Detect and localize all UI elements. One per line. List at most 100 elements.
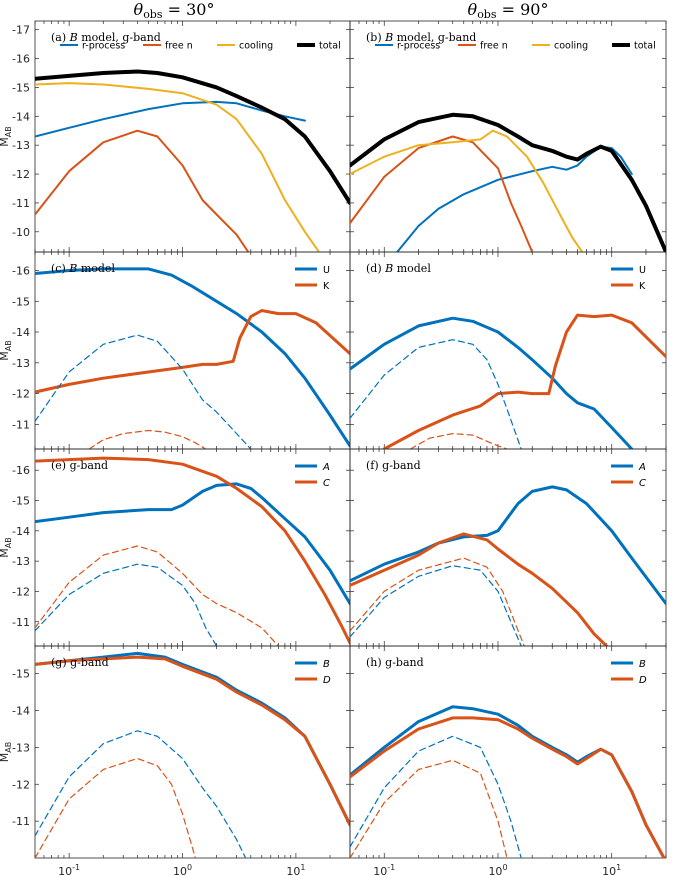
series-line-k-dashed: [88, 429, 207, 449]
axes-frame-d: [349, 251, 667, 450]
axes-frame-h: [349, 645, 667, 859]
x-tick-label: 10-1: [373, 863, 395, 875]
panel-label-e: (e) g-band: [51, 459, 108, 472]
panel-label-b: (b) B model, g-band: [366, 31, 476, 44]
y-axis-label: MAB: [0, 340, 13, 360]
series-line-a-dashed: [350, 565, 522, 646]
series-line-cooling: [35, 82, 320, 252]
series-line-total: [35, 69, 350, 205]
column-title-2: θobs = 90°: [468, 0, 549, 21]
series-group-b: [350, 112, 666, 252]
legend-a: r-process free n cooling total: [60, 41, 341, 52]
series-group-h: [350, 705, 666, 858]
y-tick-label: -13: [12, 555, 30, 568]
x-tick-label: 10-1: [58, 863, 80, 875]
y-axis-b: [350, 29, 666, 233]
x-ticks-b: [349, 21, 667, 252]
legend-e: AC: [295, 462, 330, 489]
series-line-a: [350, 485, 666, 606]
axes-frame-e: [34, 448, 351, 647]
series-line-free-n: [35, 129, 250, 252]
legend-label: U: [639, 265, 646, 276]
legend-label: r-process: [82, 41, 125, 52]
y-tick-label: -12: [12, 168, 30, 181]
y-tick-label: -16: [12, 464, 30, 477]
legend-b: r-process free n cooling total: [375, 41, 656, 52]
series-line-u-dashed: [350, 339, 522, 449]
legend-h: BD: [611, 659, 647, 686]
series-line-d: [35, 655, 350, 827]
panel-g: -15 -14 -13 -12 -11 (g) g-band BD MAB 10-1 100 101…: [0, 645, 351, 875]
legend-label: A: [322, 462, 330, 473]
legend-label: free n: [480, 41, 508, 52]
panel-a: -17 -16 -15 -14 -13 -12 -11 -10 (a) B model, g-b…: [0, 20, 351, 253]
y-tick-label: -15: [12, 668, 30, 681]
panel-label-d: (d) B model: [366, 262, 431, 275]
series-line-c-dashed: [35, 545, 279, 646]
y-axis-f: [350, 469, 666, 623]
y-tick-label: -13: [12, 357, 30, 370]
series-line-d-dashed: [350, 759, 508, 858]
y-tick-label: -13: [12, 139, 30, 152]
legend-label: total: [634, 41, 656, 52]
series-group-e: [35, 456, 350, 646]
y-tick-label: -11: [12, 418, 30, 431]
legend-label: free n: [165, 41, 193, 52]
x-tick-label: 100: [173, 863, 192, 875]
y-tick-label: -17: [12, 24, 30, 37]
panel-c: -16 -15 -14 -13 -12 -11 (c) B model UK MAB: [0, 251, 351, 450]
series-line-c-dashed: [350, 557, 525, 646]
y-axis-d: [350, 270, 666, 425]
series-line-c: [350, 532, 608, 646]
x-ticks-e: [34, 449, 351, 646]
legend-label: K: [639, 281, 646, 292]
legend-label: A: [638, 462, 646, 473]
column-title-1: θobs = 30°: [134, 0, 215, 21]
series-line-c: [35, 456, 350, 645]
y-axis-c: -16 -15 -14 -13 -12 -11: [12, 264, 350, 431]
y-axis-a: -17 -16 -15 -14 -13 -12 -11 -10: [12, 24, 350, 239]
series-group-f: [350, 485, 666, 646]
panel-label-h: (h) g-band: [366, 656, 424, 669]
legend-label: cooling: [239, 41, 273, 52]
column-titles: θobs = 30° θobs = 90°: [134, 0, 549, 21]
series-group-a: [35, 69, 350, 252]
x-ticks-d: [349, 252, 667, 449]
legend-label: cooling: [554, 41, 588, 52]
x-ticks-f: [349, 449, 667, 646]
y-tick-label: -15: [12, 81, 30, 94]
y-tick-label: -16: [12, 53, 30, 66]
panel-f: (f) g-band AC: [349, 448, 667, 647]
series-line-r-process: [396, 145, 633, 252]
legend-label: D: [639, 675, 647, 686]
x-ticks-a: [34, 21, 351, 252]
series-line-b: [350, 705, 666, 858]
y-tick-label: -11: [12, 616, 30, 629]
legend-label: r-process: [397, 41, 440, 52]
y-tick-label: -12: [12, 778, 30, 791]
legend-label: C: [323, 478, 330, 489]
panel-label-c: (c) B model: [51, 262, 115, 275]
axes-frame-c: [34, 251, 351, 450]
y-axis-g: -15 -14 -13 -12 -11: [12, 668, 350, 828]
legend-label: B: [639, 659, 646, 670]
x-tick-labels-g: 10-1 100 101: [58, 863, 305, 875]
y-tick-label: -11: [12, 197, 30, 210]
y-tick-label: -14: [12, 326, 30, 339]
panel-label-g: (g) g-band: [51, 656, 109, 669]
legend-label: total: [319, 41, 341, 52]
y-axis-label: MAB: [0, 537, 13, 557]
x-tick-labels-h: 10-1 100 101: [373, 863, 621, 875]
y-tick-label: -11: [12, 815, 30, 828]
series-group-g: [35, 651, 350, 858]
y-tick-label: -12: [12, 388, 30, 401]
legend-label: U: [323, 265, 330, 276]
legend-label: B: [323, 659, 330, 670]
series-line-d-dashed: [35, 757, 196, 858]
series-group-c: [35, 267, 350, 449]
legend-d: UK: [611, 265, 646, 292]
series-line-k-dashed: [409, 433, 508, 449]
